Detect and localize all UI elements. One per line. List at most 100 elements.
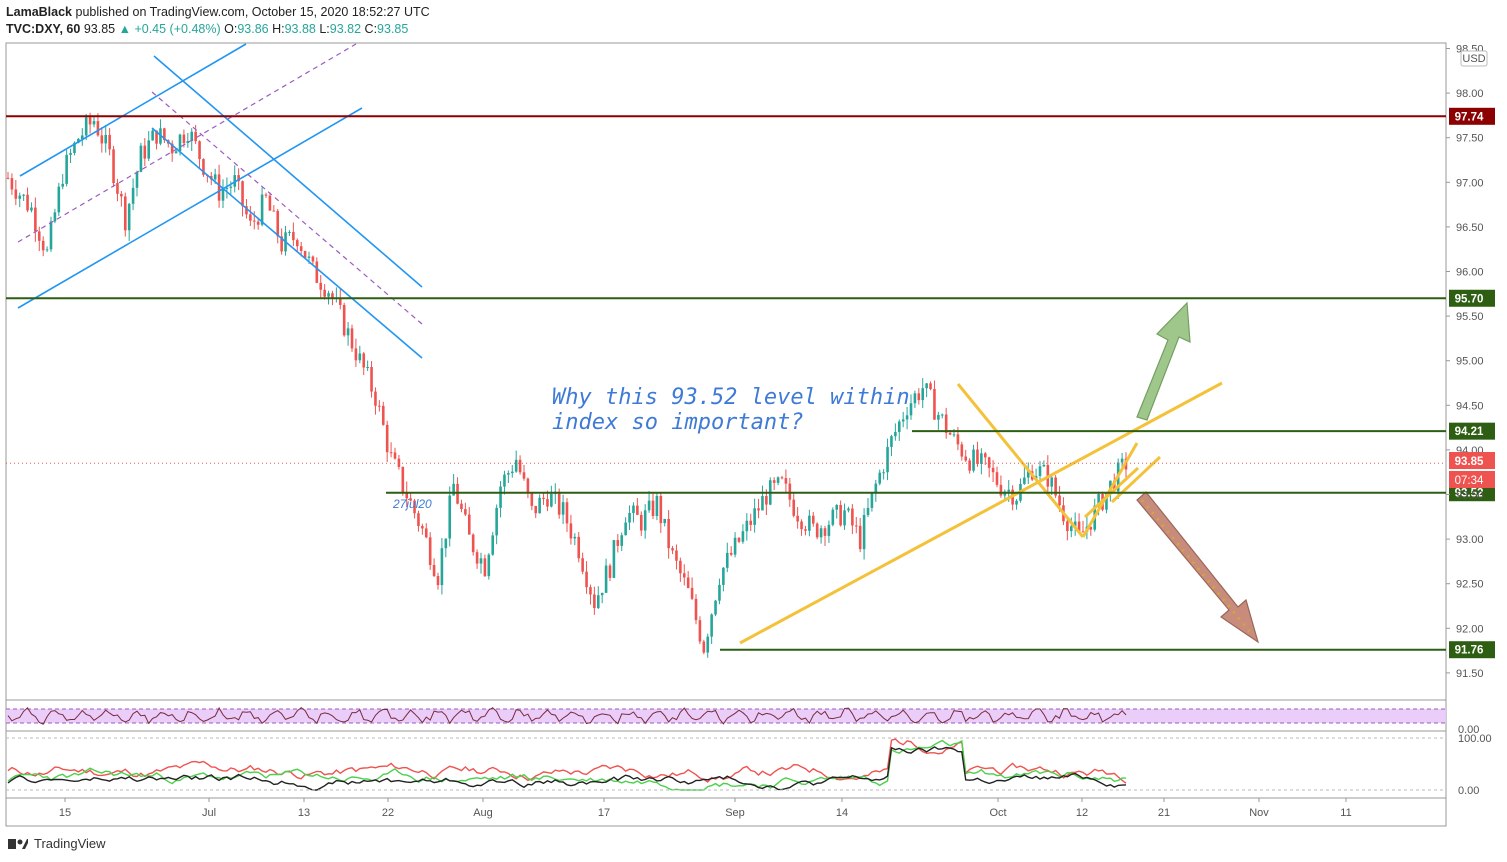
rsi-zero-label: 0.00 xyxy=(1458,724,1479,736)
symbol-label[interactable]: TVC:DXY, 60 xyxy=(6,22,81,36)
candle-body xyxy=(925,383,928,389)
ticks-group: 98.5098.0097.5097.0096.5096.0095.5095.00… xyxy=(59,44,1484,820)
rising-trendline[interactable] xyxy=(739,381,1223,645)
candle-body xyxy=(303,250,307,258)
candle-body xyxy=(1109,480,1112,493)
candle-body xyxy=(550,493,553,507)
candle-body xyxy=(1026,471,1030,478)
candle-body xyxy=(393,452,397,459)
candle-body xyxy=(252,220,256,222)
candle-body xyxy=(225,187,229,190)
footer-brand[interactable]: TradingView xyxy=(34,836,106,851)
x-tick-label: 15 xyxy=(59,807,71,819)
stoch-black-line xyxy=(7,746,1127,791)
candle-body xyxy=(331,293,334,299)
brown-down-arrow[interactable] xyxy=(1136,491,1260,644)
candle-body xyxy=(604,565,608,593)
x-tick-label: 21 xyxy=(1158,807,1170,819)
candle-body xyxy=(538,497,541,514)
y-tick-label: 96.50 xyxy=(1456,222,1484,234)
candle-body xyxy=(819,528,823,538)
candle-body xyxy=(186,141,190,144)
candle-body xyxy=(851,508,854,526)
candle-body xyxy=(26,194,29,211)
x-tick-label: 22 xyxy=(382,807,394,819)
x-tick-label: Nov xyxy=(1249,807,1269,819)
currency-badge[interactable] xyxy=(1460,50,1488,67)
candle-body xyxy=(702,641,706,653)
candle-body xyxy=(401,466,405,492)
ascending-channel-bottom[interactable] xyxy=(17,107,363,309)
candle-body xyxy=(577,536,581,559)
annotation-line-2: index so important? xyxy=(552,410,804,435)
candle-body xyxy=(143,145,147,159)
candle-body xyxy=(292,232,295,241)
candle-body xyxy=(831,509,835,525)
candle-body xyxy=(800,521,803,530)
yellow-wedge-left[interactable] xyxy=(956,383,1085,538)
candle-body xyxy=(381,405,385,425)
candle-body xyxy=(983,453,987,458)
candle-body xyxy=(358,353,362,361)
close-value: 93.85 xyxy=(377,22,409,36)
candle-body xyxy=(854,525,858,527)
level-tag-94.21 xyxy=(1449,422,1495,440)
published-text: published on TradingView.com, October 15… xyxy=(75,5,430,19)
candle-body xyxy=(444,538,448,549)
candle-body xyxy=(378,405,381,407)
yellow-flag-bottom[interactable] xyxy=(1110,455,1162,504)
candle-body xyxy=(886,446,889,473)
candle-body xyxy=(839,504,842,526)
stoch-green-line xyxy=(7,739,1126,791)
candle-body xyxy=(241,181,244,207)
candle-body xyxy=(972,449,975,471)
candle-body xyxy=(182,134,186,144)
candle-body xyxy=(448,495,452,539)
candle-body xyxy=(1015,500,1018,505)
candle-body xyxy=(573,536,577,539)
candle-body xyxy=(530,493,534,506)
stoch-0-label: 0.00 xyxy=(1458,785,1479,797)
candle-body xyxy=(405,491,409,499)
publisher-name[interactable]: LamaBlack xyxy=(6,5,73,19)
candle-body xyxy=(276,210,280,237)
candle-body xyxy=(346,328,350,336)
high-value: 93.88 xyxy=(284,22,316,36)
x-tick-label: 12 xyxy=(1076,807,1088,819)
green-up-arrow[interactable] xyxy=(1136,301,1191,421)
ascending-channel-mid[interactable] xyxy=(17,43,357,243)
candle-body xyxy=(256,221,260,225)
candle-body xyxy=(487,554,491,577)
candle-body xyxy=(385,424,389,453)
candle-body xyxy=(628,512,631,523)
candle-body xyxy=(917,393,921,401)
candle-body xyxy=(22,194,25,196)
candle-body xyxy=(522,472,526,479)
candle-body xyxy=(428,537,432,565)
candle-body xyxy=(725,552,729,568)
descending-channel-bottom[interactable] xyxy=(151,127,423,359)
candle-body xyxy=(937,414,940,420)
candle-body xyxy=(471,534,475,553)
yellow-wedge-right[interactable] xyxy=(1081,442,1139,538)
candle-body xyxy=(964,456,968,461)
y-tick-label: 96.00 xyxy=(1456,267,1484,279)
x-tick-label: 14 xyxy=(836,807,848,819)
levels-group: 97.74 95.70 94.21 93.52 91.76 xyxy=(6,107,1495,659)
rsi-line xyxy=(7,706,1127,725)
candle-body xyxy=(69,152,72,155)
candle-body xyxy=(112,149,115,184)
y-tick-label: 93.50 xyxy=(1456,490,1484,502)
annotation-line-1: Why this 93.52 level within xyxy=(552,385,910,410)
candle-body xyxy=(217,174,221,201)
candle-body xyxy=(163,128,166,141)
candle-body xyxy=(507,473,510,475)
close-label: C: xyxy=(364,22,378,36)
candle-body xyxy=(88,117,92,125)
ascending-channel-top[interactable] xyxy=(19,43,247,177)
candle-body xyxy=(956,434,960,445)
descending-channel-top[interactable] xyxy=(153,55,423,288)
candle-body xyxy=(722,567,725,585)
descending-channel-mid[interactable] xyxy=(151,91,423,325)
